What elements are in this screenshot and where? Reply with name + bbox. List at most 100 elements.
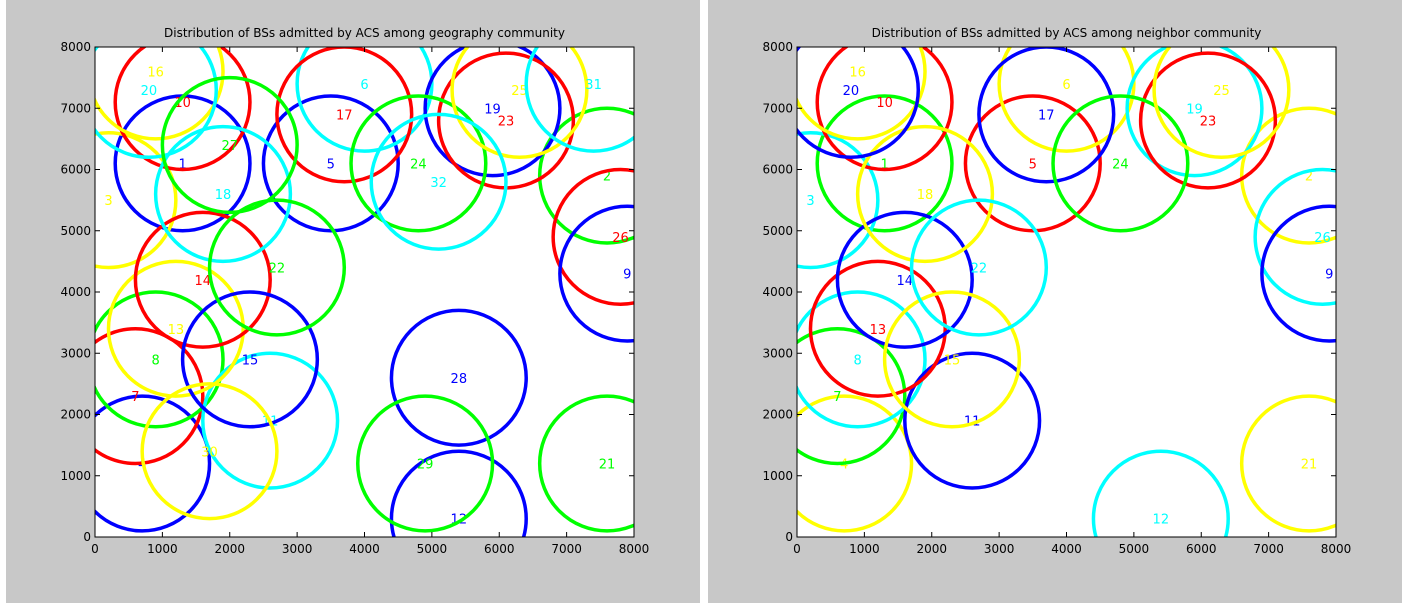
coverage-circle-15 [180, 290, 320, 429]
x-tick-label: 5000 [1119, 542, 1150, 556]
y-tick-label: 0 [785, 530, 793, 544]
coverage-circle-5 [261, 94, 400, 233]
y-tick-label: 6000 [60, 163, 91, 177]
y-tick-label: 3000 [60, 346, 91, 360]
x-tick-label: 7000 [551, 542, 582, 556]
coverage-circle-11 [903, 351, 1042, 490]
bs-label-20: 20 [843, 84, 860, 99]
bs-label-26: 26 [1314, 231, 1331, 246]
y-tick-label: 5000 [762, 224, 793, 238]
bs-label-5: 5 [1029, 157, 1037, 172]
coverage-circle-10 [815, 47, 954, 172]
bs-label-18: 18 [917, 188, 934, 203]
coverage-circle-25 [450, 47, 589, 159]
x-tick-label: 7000 [1253, 542, 1284, 556]
coverage-circle-3 [95, 131, 178, 270]
bs-label-29: 29 [417, 458, 434, 473]
coverage-circle-5 [963, 94, 1102, 233]
coverage-circle-9 [1260, 204, 1336, 343]
bs-label-14: 14 [897, 274, 914, 289]
chart-geography-community: Distribution of BSs admitted by ACS amon… [60, 26, 650, 556]
x-tick-label: 0 [91, 542, 99, 556]
coverage-circle-13 [106, 259, 245, 398]
coverage-circle-13 [808, 259, 947, 398]
y-tick-label: 1000 [762, 469, 793, 483]
coverage-circle-2 [1239, 106, 1336, 245]
bs-label-21: 21 [599, 458, 616, 473]
y-tick-label: 4000 [60, 285, 91, 299]
coverage-circle-7 [797, 327, 907, 466]
coverage-circle-26 [551, 167, 634, 306]
bs-label-32: 32 [430, 176, 447, 191]
x-tick-label: 8000 [1321, 542, 1352, 556]
plot-area [797, 47, 1336, 537]
bs-label-25: 25 [511, 84, 528, 99]
bs-label-15: 15 [944, 353, 961, 368]
coverage-circle-28 [389, 308, 528, 447]
bs-label-15: 15 [242, 353, 259, 368]
y-tick-label: 4000 [762, 285, 793, 299]
coverage-circle-15 [882, 290, 1022, 429]
coverage-circle-16 [797, 47, 927, 141]
circles-layer: 1234567810111213141516171819202122232425… [95, 47, 634, 537]
bs-label-7: 7 [833, 390, 841, 405]
bs-label-2: 2 [1305, 170, 1313, 185]
coverage-circle-4 [797, 394, 914, 533]
coverage-circle-30 [140, 382, 279, 521]
x-tick-label: 4000 [1051, 542, 1082, 556]
y-tick-label: 1000 [60, 469, 91, 483]
coverage-circle-19 [423, 47, 562, 178]
y-tick-label: 3000 [762, 346, 793, 360]
coverage-circle-9 [558, 204, 634, 343]
coverage-circle-22 [207, 198, 347, 337]
coverage-circle-31 [524, 47, 634, 153]
bs-label-17: 17 [1038, 108, 1055, 123]
x-tick-label: 1000 [849, 542, 880, 556]
coverage-circle-21 [537, 394, 634, 533]
coverage-circle-1 [815, 94, 954, 233]
x-tick-label: 3000 [984, 542, 1015, 556]
y-tick-label: 2000 [762, 408, 793, 422]
coverage-circle-10 [113, 47, 252, 172]
bs-label-6: 6 [1062, 78, 1070, 93]
coverage-circle-7 [95, 327, 205, 466]
coverage-circle-8 [797, 290, 927, 429]
bs-label-12: 12 [1153, 513, 1170, 528]
coverage-circle-11 [201, 351, 340, 490]
bs-label-13: 13 [870, 323, 887, 338]
bs-label-10: 10 [876, 96, 893, 111]
coverage-circle-21 [1239, 394, 1336, 533]
bs-label-8: 8 [151, 353, 159, 368]
y-tick-label: 0 [83, 530, 91, 544]
x-tick-label: 2000 [214, 542, 245, 556]
y-tick-label: 5000 [60, 224, 91, 238]
x-tick-label: 8000 [619, 542, 650, 556]
coverage-circle-12 [1091, 449, 1230, 537]
y-tick-label: 7000 [60, 101, 91, 115]
bs-label-7: 7 [131, 390, 139, 405]
coverage-circle-24 [1051, 94, 1190, 233]
bs-label-3: 3 [104, 194, 112, 209]
bs-label-22: 22 [269, 262, 286, 277]
coverage-circle-24 [349, 94, 488, 233]
y-tick-label: 6000 [762, 163, 793, 177]
bs-label-19: 19 [1186, 102, 1203, 117]
bs-label-25: 25 [1213, 84, 1230, 99]
bs-label-9: 9 [1325, 268, 1333, 283]
x-tick-label: 6000 [484, 542, 515, 556]
coverage-circle-12 [389, 449, 528, 537]
coverage-circle-20 [797, 47, 921, 159]
coverage-circle-14 [133, 210, 272, 349]
coverage-circle-14 [835, 210, 974, 349]
bs-label-5: 5 [327, 157, 335, 172]
bs-label-1: 1 [880, 157, 888, 172]
bs-label-8: 8 [853, 353, 861, 368]
coverage-circle-32 [369, 112, 508, 251]
coverage-circle-26 [1253, 167, 1336, 306]
bs-label-6: 6 [360, 78, 368, 93]
bs-label-24: 24 [410, 157, 427, 172]
figure-geography-community: Distribution of BSs admitted by ACS amon… [6, 0, 700, 603]
bs-label-27: 27 [221, 139, 238, 154]
chart-neighbor-community: Distribution of BSs admitted by ACS amon… [762, 26, 1352, 556]
y-tick-label: 8000 [762, 40, 793, 54]
